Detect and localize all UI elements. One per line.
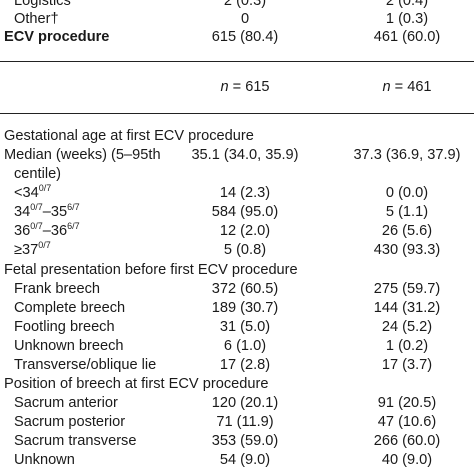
cell-col2: 2 (0.4) (385, 0, 429, 9)
section-heading: Gestational age at first ECV procedure (0, 126, 474, 146)
cell-col1: 615 (80.4) (211, 29, 279, 45)
table-row: 360/7–366/7 12 (2.0) 26 (5.6) (0, 221, 474, 241)
table-row: Other† 0 1 (0.3) (0, 9, 474, 29)
cell-col2: 266 (60.0) (373, 433, 441, 449)
table-rule (0, 113, 474, 114)
section-heading-text: Gestational age at first ECV procedure (4, 128, 254, 144)
cell-col1: 189 (30.7) (211, 300, 279, 316)
table-row: Median (weeks) (5–95th 35.1 (34.0, 35.9)… (0, 145, 474, 165)
table-row: Transverse/oblique lie 17 (2.8) 17 (3.7) (0, 355, 474, 375)
table-row: Footling breech 31 (5.0) 24 (5.2) (0, 317, 474, 337)
section-heading: Position of breech at first ECV procedur… (0, 374, 474, 394)
cell-col1: 0 (240, 11, 250, 27)
section-heading-text: Fetal presentation before first ECV proc… (4, 262, 298, 278)
cell-col2: 461 (60.0) (373, 29, 441, 45)
n-symbol: n (382, 79, 391, 95)
cell-col2: 0 (0.0) (385, 185, 429, 201)
table-row: Unknown 54 (9.0) 40 (9.0) (0, 450, 474, 470)
table-row: Unknown breech 6 (1.0) 1 (0.2) (0, 336, 474, 356)
n-row: n = 615 n = 461 (0, 77, 474, 97)
row-label: ECV procedure (4, 29, 110, 45)
section-heading-text: Position of breech at first ECV procedur… (4, 376, 269, 392)
cell-col1: 71 (11.9) (216, 414, 274, 430)
cell-col2: 26 (5.6) (381, 223, 433, 239)
cell-col1: 12 (2.0) (219, 223, 271, 239)
n-col1-value: = 615 (232, 79, 270, 95)
row-label: Complete breech (14, 300, 126, 316)
row-label: Logistics (14, 0, 71, 9)
row-label: Transverse/oblique lie (14, 357, 157, 373)
cell-col2: 1 (0.2) (385, 338, 429, 354)
cell-col1: 5 (0.8) (223, 242, 267, 258)
row-label: Sacrum posterior (14, 414, 126, 430)
cell-col1: 6 (1.0) (223, 338, 267, 354)
cell-col1: 353 (59.0) (211, 433, 279, 449)
row-label: ≥370/7 (14, 240, 51, 259)
cell-col2: 24 (5.2) (381, 319, 433, 335)
cell-col2: 40 (9.0) (381, 452, 433, 468)
table-row: 340/7–356/7 584 (95.0) 5 (1.1) (0, 202, 474, 222)
cell-col1: 2 (0.3) (223, 0, 267, 9)
row-label: Other† (14, 11, 59, 27)
cell-col1: 14 (2.3) (219, 185, 271, 201)
row-label: <340/7 (14, 183, 52, 202)
row-label: 340/7–356/7 (14, 202, 80, 221)
section-heading: Fetal presentation before first ECV proc… (0, 260, 474, 280)
cell-col2: 430 (93.3) (373, 242, 441, 258)
row-label: 360/7–366/7 (14, 221, 80, 240)
row-label: Sacrum anterior (14, 395, 118, 411)
cell-col2: 275 (59.7) (373, 281, 441, 297)
table-row: Logistics 2 (0.3) 2 (0.4) (0, 0, 474, 11)
cell-col1: 584 (95.0) (211, 204, 279, 220)
cell-col2: 47 (10.6) (377, 414, 437, 430)
n-col2-value: = 461 (394, 79, 432, 95)
n-col2: n = 461 (332, 77, 474, 97)
table-row: Sacrum posterior 71 (11.9) 47 (10.6) (0, 412, 474, 432)
table-row: ≥370/7 5 (0.8) 430 (93.3) (0, 240, 474, 260)
cell-col1: 372 (60.5) (211, 281, 279, 297)
row-label: centile) (14, 166, 62, 182)
table-row: Complete breech 189 (30.7) 144 (31.2) (0, 298, 474, 318)
cell-col2: 144 (31.2) (373, 300, 441, 316)
cell-col1: 35.1 (34.0, 35.9) (191, 147, 299, 163)
cell-col1: 54 (9.0) (219, 452, 271, 468)
row-label: Frank breech (14, 281, 100, 297)
cell-col1: 17 (2.8) (219, 357, 271, 373)
cell-col1: 31 (5.0) (219, 319, 271, 335)
cell-col2: 5 (1.1) (385, 204, 429, 220)
cell-col2: 17 (3.7) (381, 357, 433, 373)
cell-col2: 37.3 (36.9, 37.9) (353, 147, 461, 163)
row-label: Median (weeks) (5–95th (4, 147, 161, 163)
cell-col2: 91 (20.5) (377, 395, 437, 411)
row-label: Unknown (14, 452, 75, 468)
cell-col2: 1 (0.3) (385, 11, 429, 27)
table-row: Sacrum anterior 120 (20.1) 91 (20.5) (0, 393, 474, 413)
table-rule (0, 61, 474, 62)
table-row: Frank breech 372 (60.5) 275 (59.7) (0, 279, 474, 299)
row-label: Sacrum transverse (14, 433, 137, 449)
cell-col1: 120 (20.1) (211, 395, 279, 411)
row-label: Unknown breech (14, 338, 124, 354)
table-row: Sacrum transverse 353 (59.0) 266 (60.0) (0, 431, 474, 451)
table-row-continuation: centile) (0, 164, 474, 184)
n-col1: n = 615 (170, 77, 320, 97)
n-symbol: n (220, 79, 229, 95)
table-row: <340/7 14 (2.3) 0 (0.0) (0, 183, 474, 203)
row-label: Footling breech (14, 319, 115, 335)
table-row: ECV procedure 615 (80.4) 461 (60.0) (0, 27, 474, 47)
